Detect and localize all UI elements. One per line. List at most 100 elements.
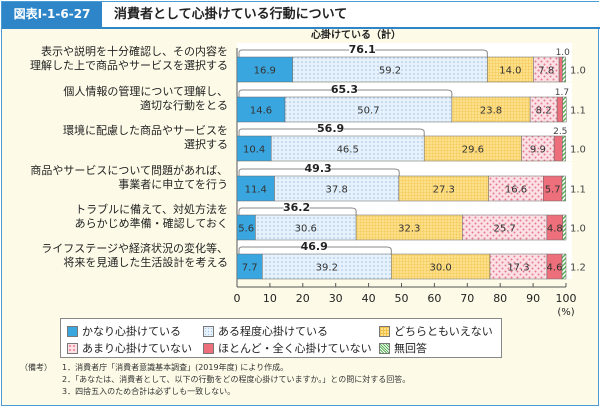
- bar-segment: [462, 214, 548, 241]
- total-label: 56.9: [317, 122, 344, 135]
- x-tick-label: 50: [395, 292, 409, 305]
- x-tick-label: 100: [556, 292, 577, 305]
- data-label: 29.6: [462, 145, 484, 156]
- bar-segment: [270, 135, 425, 162]
- bar-segment: [488, 175, 544, 202]
- data-label: 30.6: [295, 224, 317, 235]
- x-tick-label: 80: [493, 292, 507, 305]
- total-label: 46.9: [301, 240, 328, 253]
- data-label: 16.9: [254, 66, 276, 77]
- bar-segment: [236, 175, 275, 202]
- note-1: 1．消費者庁「消費者意識基本調査」(2019年度) により作成。: [62, 363, 289, 372]
- x-tick-label: 0: [234, 292, 241, 305]
- bar-segment: [556, 96, 563, 123]
- figure-tag: 図表Ⅰ-1-6-27: [2, 2, 102, 27]
- total-label-bg: [349, 45, 376, 54]
- data-label: 30.0: [430, 263, 452, 274]
- bar-segment: [262, 253, 392, 280]
- bar-segment: [562, 96, 567, 123]
- notes: （備考） 1．消費者庁「消費者意識基本調査」(2019年度) により作成。 2．…: [20, 362, 410, 396]
- data-label: 4.6: [547, 263, 563, 274]
- data-label: 5.7: [545, 185, 561, 196]
- legend-label: かなり心掛けている: [82, 325, 181, 338]
- bar-segment: [553, 135, 563, 162]
- figure-header: 図表Ⅰ-1-6-27 消費者として心掛けている行動について: [2, 2, 600, 29]
- legend-label: ある程度心掛けている: [218, 325, 328, 338]
- legend-swatch: [67, 325, 78, 337]
- x-unit-label: (%): [557, 307, 574, 318]
- data-label: 23.8: [480, 106, 502, 117]
- data-label: 25.7: [494, 224, 516, 235]
- bar-segment: [398, 175, 489, 202]
- x-tick-label: 30: [329, 292, 343, 305]
- legend: かなり心掛けている ある程度心掛けている どちらともいえないあまり心掛けていない ほと…: [60, 318, 502, 358]
- legend-swatch: [67, 342, 78, 354]
- category-label-line: 将来を見通した生活設計を考える: [63, 256, 228, 269]
- data-label: 4.8: [547, 224, 563, 235]
- data-label: 32.3: [398, 224, 420, 235]
- total-label: 76.1: [349, 43, 376, 56]
- bar-segment: [558, 56, 563, 83]
- data-label: 1.0: [556, 48, 571, 58]
- legend-swatch: [203, 342, 214, 354]
- note-2: 2．「あなたは、消費者として、以下の行動をどの程度心掛けていますか。」との問に対…: [62, 375, 411, 384]
- legend-item: どちらともいえない: [379, 323, 493, 339]
- data-label: 1.1: [570, 185, 586, 196]
- x-tick-label: 40: [362, 292, 376, 305]
- data-label: 14.6: [250, 106, 272, 117]
- bar-segment: [236, 253, 263, 280]
- data-label: 1.0: [570, 224, 586, 235]
- legend-label: ほとんど・全く心掛けていない: [218, 342, 372, 355]
- bar-segment: [451, 96, 531, 123]
- bar-segment: [561, 253, 567, 280]
- bar-segment: [562, 135, 566, 162]
- category-label: 商品やサービスについて問題があれば、 事業者に申立てを行う: [0, 164, 228, 192]
- category-label-line: 選択する: [184, 138, 228, 151]
- legend-swatch: [379, 325, 390, 337]
- data-label: 1.2: [570, 263, 586, 274]
- legend-label: どちらともいえない: [394, 325, 493, 338]
- bar-segment: [292, 56, 488, 83]
- data-label: 39.2: [316, 263, 338, 274]
- category-label-line: 理解した上で商品やサービスを選択する: [30, 59, 228, 72]
- legend-label: あまり心掛けていない: [82, 342, 192, 355]
- data-label: 59.2: [379, 66, 401, 77]
- category-label: 個人情報の管理について理解し、 適切な行動をとる: [0, 85, 228, 113]
- data-label: 1.1: [570, 106, 586, 117]
- category-label-line: 環境に配慮した商品やサービスを: [63, 124, 228, 137]
- data-label: 9.9: [530, 145, 546, 156]
- bar-segment: [236, 135, 272, 162]
- legend-label: 無回答: [394, 342, 427, 355]
- x-tick-label: 20: [296, 292, 310, 305]
- category-label: ライフステージや経済状況の変化等、 将来を見通した生活設計を考える: [0, 242, 228, 270]
- bar-segment: [274, 175, 400, 202]
- data-label: 8.2: [536, 106, 552, 117]
- data-label: 27.3: [433, 185, 455, 196]
- total-label-bg: [283, 203, 310, 212]
- data-label: 37.8: [326, 185, 348, 196]
- category-label-line: 適切な行動をとる: [140, 99, 228, 112]
- data-label: 1.0: [570, 66, 586, 77]
- bracket-label: 心掛けている（計）: [311, 28, 401, 41]
- total-label-bg: [305, 164, 332, 173]
- legend-swatch: [379, 342, 390, 354]
- category-label: 環境に配慮した商品やサービスを 選択する: [0, 124, 228, 152]
- data-label: 7.7: [242, 263, 258, 274]
- total-label: 49.3: [305, 162, 332, 175]
- data-label: 46.5: [337, 145, 359, 156]
- data-label: 14.0: [499, 66, 521, 77]
- x-tick-label: 10: [263, 292, 277, 305]
- category-label: 表示や説明を十分確認し、その内容を 理解した上で商品やサービスを選択する: [0, 45, 228, 73]
- legend-item: ほとんど・全く心掛けていない: [203, 340, 372, 356]
- total-label-bg: [331, 85, 358, 94]
- x-tick-label: 90: [526, 292, 540, 305]
- category-label-line: ライフステージや経済状況の変化等、: [41, 242, 228, 255]
- bar-segment: [487, 56, 534, 83]
- bar-segment: [236, 56, 293, 83]
- category-label-line: 個人情報の管理について理解し、: [63, 85, 228, 98]
- bar-segment: [355, 214, 463, 241]
- category-label-line: トラブルに備えて、対処方法を: [75, 203, 228, 216]
- bar-segment: [236, 96, 286, 123]
- data-label: 17.3: [507, 263, 529, 274]
